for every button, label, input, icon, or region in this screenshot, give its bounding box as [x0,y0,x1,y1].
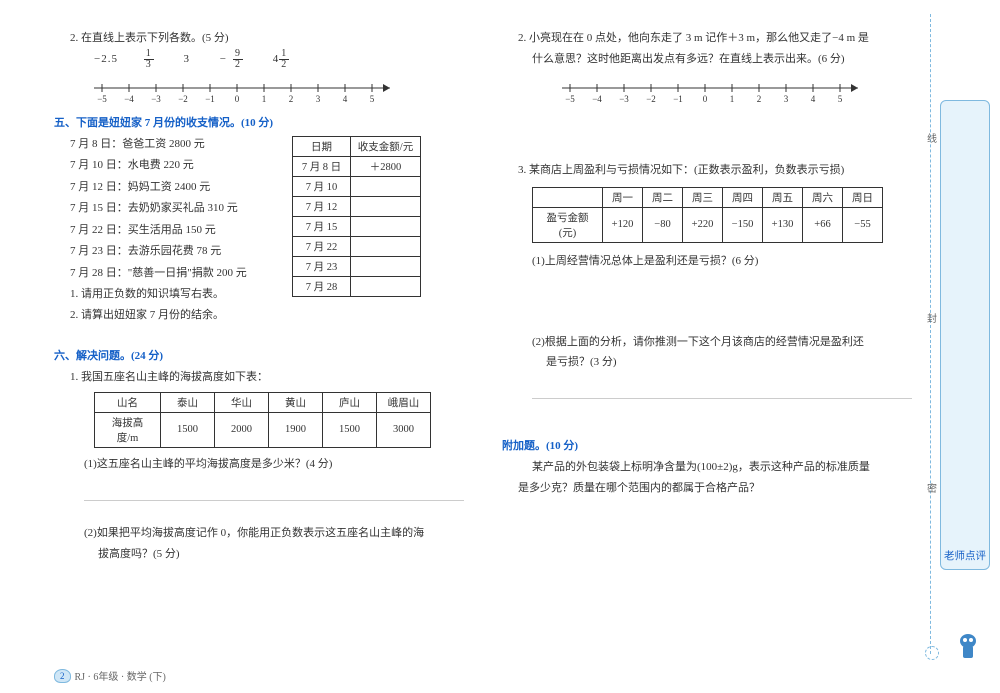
svg-text:3: 3 [784,94,789,104]
r-q2-l1: 2. 小亮现在在 0 点处，他向东走了 3 m 记作＋3 m，那么他又走了−4 … [502,28,922,49]
teacher-label: 老师点评 [941,548,989,563]
svg-text:−5: −5 [565,94,575,104]
svg-text:−1: −1 [205,94,215,104]
r-q3b1: (2)根据上面的分析，请你推测一下这个月该商店的经营情况是盈利还 [502,332,922,353]
svg-text:−4: −4 [124,94,134,104]
r-q2-l2: 什么意思？这时他距离出发点有多远？在直线上表示出来。(6 分) [502,49,922,70]
section-6-title: 六、解决问题。(24 分) [54,347,474,363]
bonus-l1: 某产品的外包装袋上标明净含量为(100±2)g，表示这种产品的标准质量 [502,457,922,478]
svg-text:1: 1 [730,94,735,104]
teacher-comment-sidebar: 线 封 密 老师点评 [930,0,1000,693]
svg-text:2: 2 [289,94,294,104]
q6-1a: (1)这五座名山主峰的平均海拔高度是多少米？(4 分) [54,454,474,475]
svg-text:−3: −3 [619,94,629,104]
number-line-left: −5 −4 −3 −2 −1 0 1 2 3 4 5 [90,76,474,106]
bonus-l2: 是多少克？质量在哪个范围内的都属于合格产品？ [502,478,922,499]
r-q3b2: 是亏损？(3 分) [502,352,922,373]
svg-text:2: 2 [757,94,762,104]
svg-text:−2: −2 [646,94,656,104]
q6-1b2: 拔高度吗？(5 分) [54,544,474,565]
r-q3-title: 3. 某商店上周盈利与亏损情况如下：(正数表示盈利，负数表示亏损) [502,160,922,181]
svg-text:−2: −2 [178,94,188,104]
q6-1: 1. 我国五座名山主峰的海拔高度如下表： [54,367,474,388]
svg-text:4: 4 [811,94,816,104]
profit-table: 周一 周二 周三 周四 周五 周六 周日 盈亏金额(元) +120 −80 +2… [532,187,883,243]
svg-text:−4: −4 [592,94,602,104]
q2-numbers: −2.5 13 3 −92 412 [54,49,474,70]
svg-text:−3: −3 [151,94,161,104]
mountain-table: 山名 泰山 华山 黄山 庐山 峨眉山 海拔高度/m 1500 2000 1900… [94,392,431,448]
svg-text:0: 0 [235,94,240,104]
svg-text:−1: −1 [673,94,683,104]
page-footer: 2 RJ · 6年级 · 数学 (下) [54,668,166,683]
answer-line [532,381,912,399]
bonus-title: 附加题。(10 分) [502,437,922,453]
svg-text:5: 5 [370,94,375,104]
section-5-title: 五、下面是妞妞家 7 月份的收支情况。(10 分) [54,114,474,130]
events-list: 7 月 8 日：爸爸工资 2800 元 7 月 10 日：水电费 220 元 7… [54,134,274,327]
svg-text:4: 4 [343,94,348,104]
income-table: 日期收支金额/元 7 月 8 日＋2800 7 月 10 7 月 12 7 月 … [292,136,421,297]
q2-prompt: 2. 在直线上表示下列各数。(5 分) [54,28,474,49]
mascot-icon [954,629,982,665]
svg-text:5: 5 [838,94,843,104]
q6-1b: (2)如果把平均海拔高度记作 0，你能用正负数表示这五座名山主峰的海 [54,523,474,544]
svg-text:−5: −5 [97,94,107,104]
svg-text:3: 3 [316,94,321,104]
number-line-right: −5 −4 −3 −2 −1 0 1 2 3 4 5 [558,76,922,106]
svg-text:0: 0 [703,94,708,104]
r-q3a: (1)上周经营情况总体上是盈利还是亏损？(6 分) [502,251,922,272]
answer-line [84,483,464,501]
svg-text:1: 1 [262,94,267,104]
